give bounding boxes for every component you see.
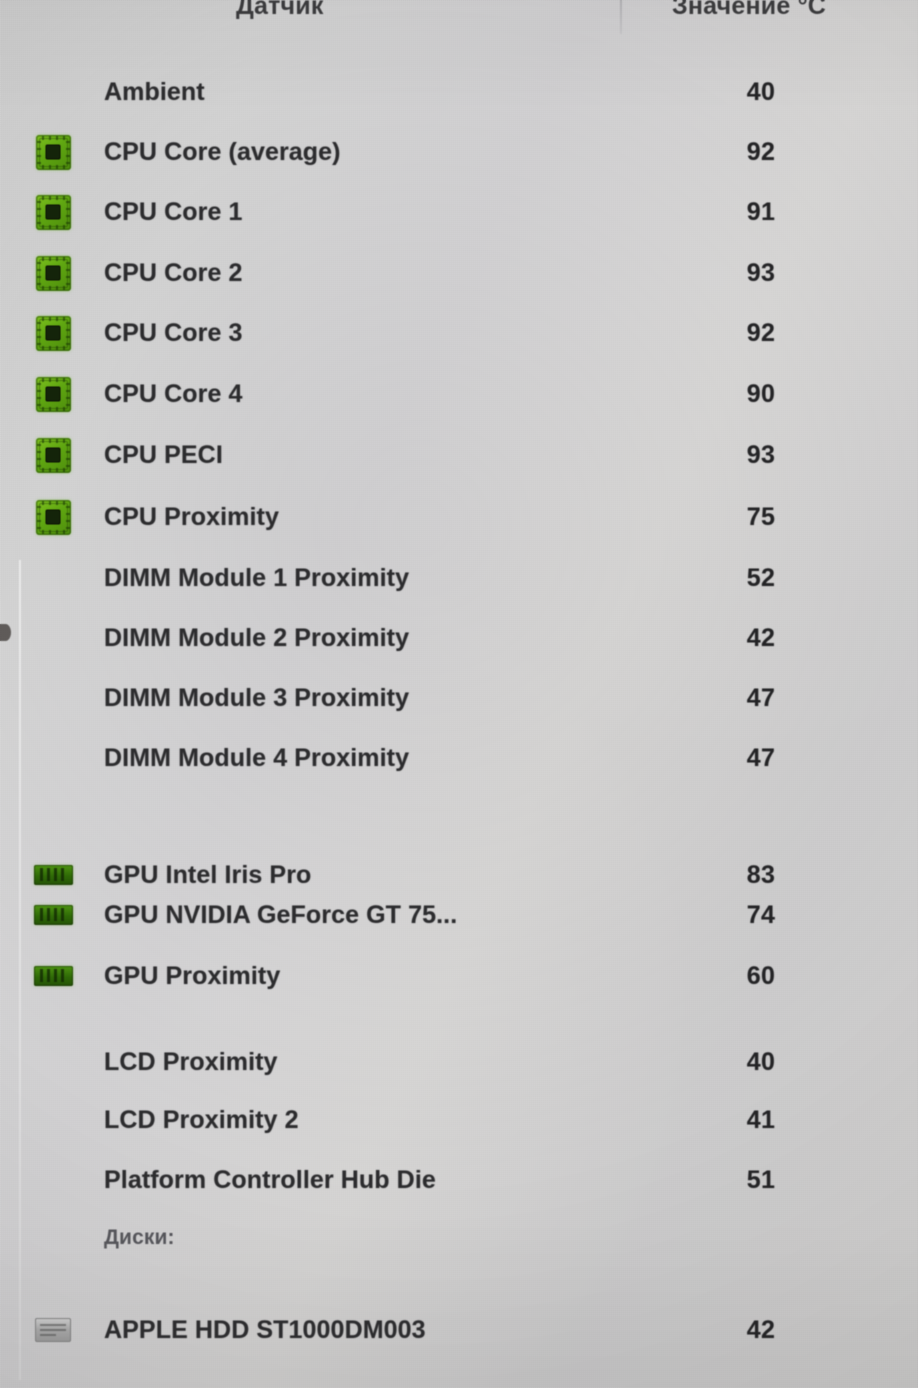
row-icon-cell: [22, 311, 84, 355]
sensor-value: 74: [746, 900, 776, 929]
sensor-value: 92: [746, 318, 776, 347]
sensor-row[interactable]: LCD Proximity 40: [0, 1032, 918, 1092]
sensor-row[interactable]: CPU Core 4 90: [0, 364, 918, 424]
sensor-value: 42: [746, 623, 776, 652]
sensor-value: 47: [746, 683, 776, 712]
sensor-row[interactable]: CPU Core 3 92: [0, 303, 918, 363]
sensor-row[interactable]: DIMM Module 3 Proximity 47: [0, 668, 918, 728]
row-icon-cell: [22, 893, 84, 937]
row-icon-cell: [22, 251, 84, 295]
sensor-row[interactable]: CPU Proximity 75: [0, 487, 918, 547]
cpu-icon: [35, 315, 71, 351]
sensor-name: APPLE HDD ST1000DM003: [104, 1315, 426, 1344]
sensor-name: CPU PECI: [104, 440, 223, 469]
sensor-name: DIMM Module 2 Proximity: [104, 623, 410, 652]
sensor-value: 91: [746, 197, 776, 226]
sensor-row[interactable]: LCD Proximity 2 41: [0, 1090, 918, 1150]
sensor-name: CPU Core 2: [104, 258, 243, 287]
sensor-value: 93: [746, 440, 776, 469]
sensor-value: 93: [746, 258, 776, 287]
row-icon-cell: [22, 954, 84, 998]
row-icon-cell: [22, 372, 84, 416]
sensor-name: CPU Proximity: [104, 502, 279, 531]
sensor-group-header: Диски:: [0, 1208, 918, 1268]
sensor-name: CPU Core (average): [104, 137, 341, 166]
cpu-icon: [35, 255, 71, 291]
sensor-name: CPU Core 3: [104, 318, 243, 347]
sensor-value: 60: [746, 961, 776, 990]
sensor-name: LCD Proximity: [104, 1047, 278, 1076]
gpu-icon: [33, 966, 73, 986]
table-header: Датчик Значение °C: [0, 0, 918, 42]
sensor-row[interactable]: Ambient 40: [0, 62, 918, 122]
sensor-row[interactable]: APPLE HDD ST1000DM003 42: [0, 1300, 918, 1360]
sensor-value: 42: [746, 1315, 776, 1344]
sensor-row[interactable]: CPU Core 2 93: [0, 243, 918, 303]
sensor-name: CPU Core 4: [104, 379, 243, 408]
sensor-row[interactable]: GPU NVIDIA GeForce GT 75... 74: [0, 885, 918, 945]
row-icon-cell: [22, 433, 84, 477]
sensor-value: 40: [746, 1047, 776, 1076]
hdd-icon: [35, 1318, 71, 1342]
sensor-row[interactable]: CPU Core 1 91: [0, 182, 918, 242]
group-label: Диски:: [104, 1226, 175, 1249]
sensor-name: Platform Controller Hub Die: [104, 1165, 436, 1194]
sensor-name: CPU Core 1: [104, 197, 243, 226]
sensor-name: Ambient: [104, 77, 205, 106]
sensor-row[interactable]: Platform Controller Hub Die 51: [0, 1150, 918, 1210]
sensor-name: LCD Proximity 2: [104, 1105, 299, 1134]
sensor-value: 52: [746, 563, 776, 592]
sensor-value: 92: [746, 137, 776, 166]
cpu-icon: [35, 499, 71, 535]
sensor-value: 47: [746, 743, 776, 772]
row-icon-cell: [22, 130, 84, 174]
column-header-sensor[interactable]: Датчик: [236, 0, 324, 20]
sensor-row[interactable]: DIMM Module 2 Proximity 42: [0, 608, 918, 668]
sensor-value: 51: [746, 1165, 776, 1194]
sensor-name: DIMM Module 3 Proximity: [104, 683, 410, 712]
sensor-name: GPU Proximity: [104, 961, 281, 990]
sensor-row[interactable]: CPU PECI 93: [0, 425, 918, 485]
row-icon-cell: [22, 495, 84, 539]
row-icon-cell: [22, 190, 84, 234]
sensor-row[interactable]: DIMM Module 4 Proximity 47: [0, 728, 918, 788]
sensor-row[interactable]: GPU Proximity 60: [0, 946, 918, 1006]
sensor-value: 41: [746, 1105, 776, 1134]
column-divider[interactable]: [620, 0, 622, 34]
cpu-icon: [35, 134, 71, 170]
sensor-value: 40: [746, 77, 776, 106]
row-icon-cell: [22, 1308, 84, 1352]
sensor-name: DIMM Module 1 Proximity: [104, 563, 410, 592]
sensor-name: GPU NVIDIA GeForce GT 75...: [104, 900, 458, 929]
sensor-row[interactable]: DIMM Module 1 Proximity 52: [0, 548, 918, 608]
column-header-value[interactable]: Значение °C: [672, 0, 827, 20]
gpu-icon: [33, 905, 73, 925]
sensor-value: 90: [746, 379, 776, 408]
sensor-row[interactable]: CPU Core (average) 92: [0, 122, 918, 182]
sensor-value: 75: [746, 502, 776, 531]
cpu-icon: [35, 194, 71, 230]
sensor-name: DIMM Module 4 Proximity: [104, 743, 410, 772]
cpu-icon: [35, 376, 71, 412]
gpu-icon: [33, 865, 73, 885]
cpu-icon: [35, 437, 71, 473]
